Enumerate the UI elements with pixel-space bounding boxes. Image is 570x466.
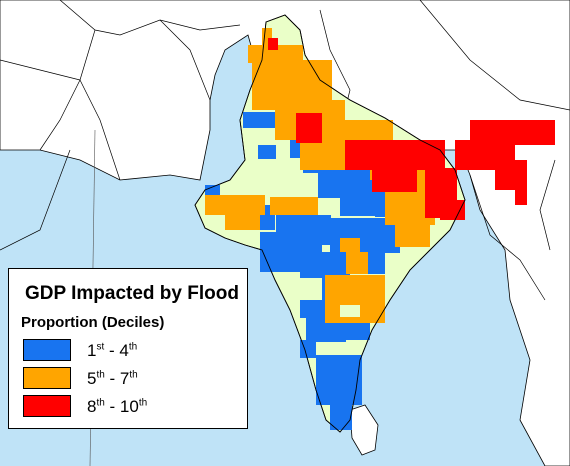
legend-swatch-red — [23, 395, 71, 417]
legend-item-1st-4th: 1st - 4th — [23, 339, 243, 363]
land-gaps — [330, 198, 360, 317]
legend-subtitle: Proportion (Deciles) — [21, 314, 165, 331]
india-outline — [194, 14, 466, 433]
legend-title: GDP Impacted by Flood — [25, 283, 239, 304]
legend-swatch-blue — [23, 339, 71, 361]
legend-item-8th-10th: 8th - 10th — [23, 395, 243, 419]
legend-label: 1st - 4th — [87, 341, 138, 360]
legend-item-5th-7th: 5th - 7th — [23, 367, 243, 391]
map-legend: GDP Impacted by Flood Proportion (Decile… — [8, 268, 248, 429]
decile-cells-red — [268, 38, 555, 220]
legend-label: 5th - 7th — [87, 369, 138, 388]
legend-swatch-orange — [23, 367, 71, 389]
legend-label: 8th - 10th — [87, 397, 148, 416]
